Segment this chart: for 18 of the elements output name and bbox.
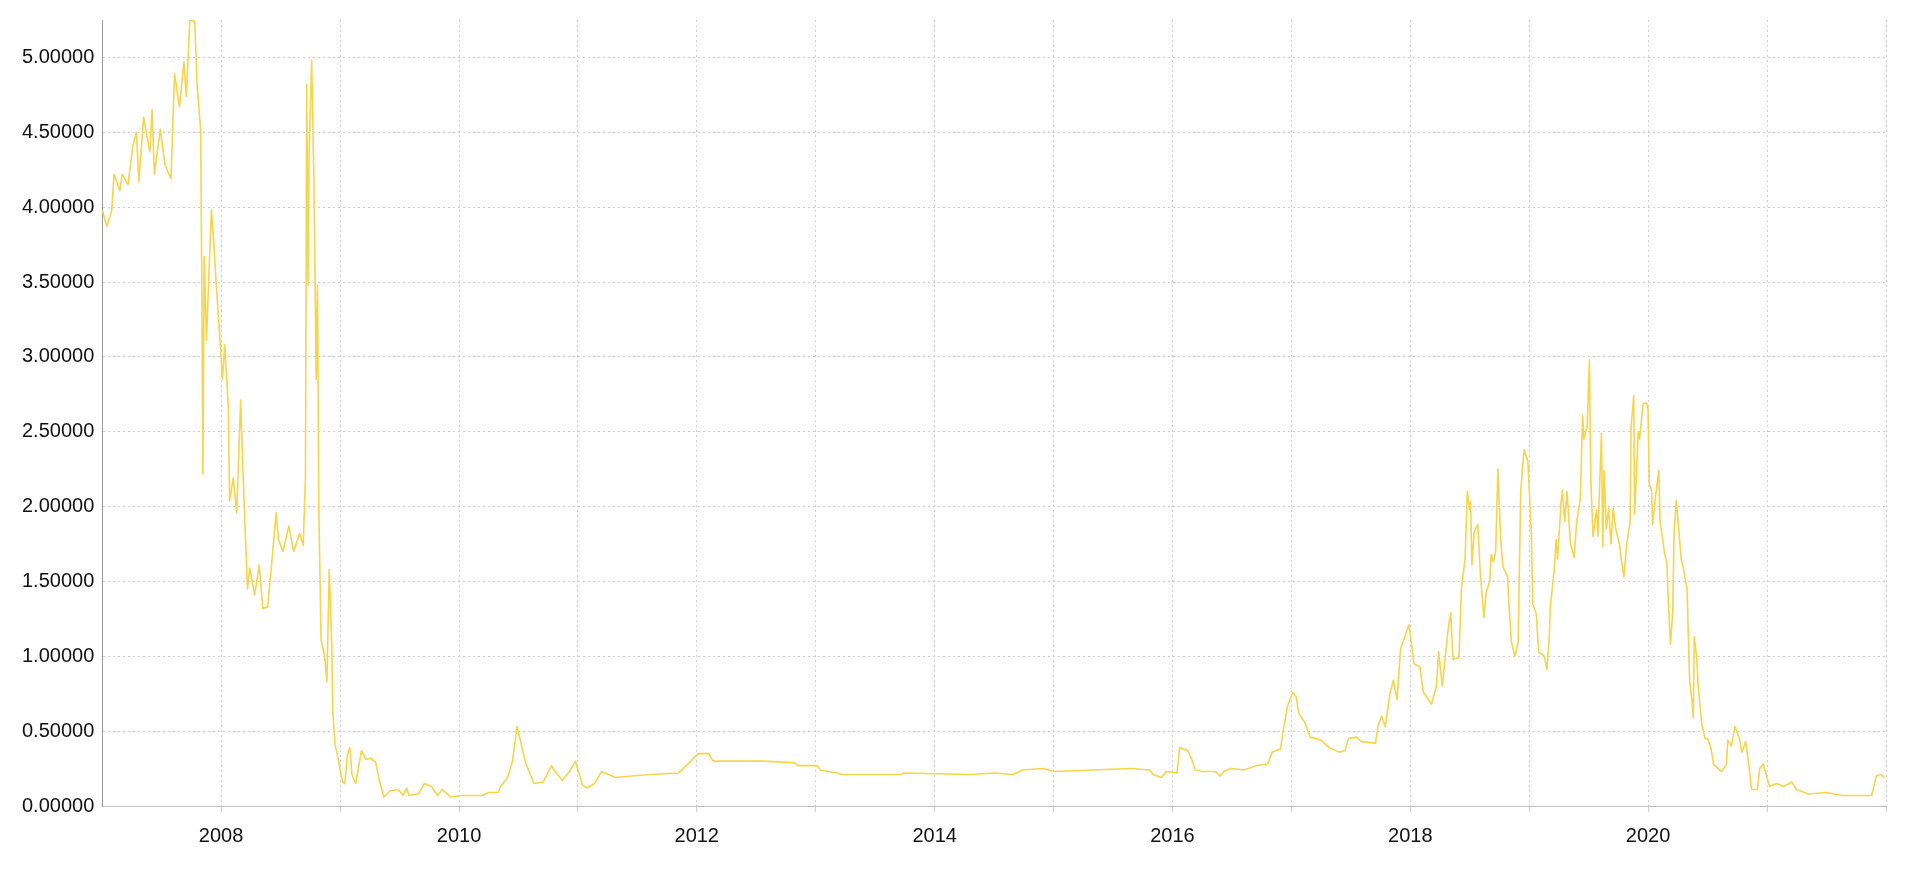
y-tick-label: 3.00000	[22, 344, 95, 367]
y-tick-label: 4.50000	[22, 119, 95, 142]
y-tick-label: 0.50000	[22, 718, 95, 741]
x-tick-label: 2020	[1625, 823, 1671, 846]
x-tick-label: 2010	[436, 823, 482, 846]
x-tick-label: 2018	[1388, 823, 1433, 846]
x-tick-label: 2014	[912, 823, 957, 846]
y-tick-label: 4.00000	[22, 194, 95, 217]
y-tick-label: 2.00000	[22, 494, 95, 517]
x-tick-label: 2008	[198, 823, 244, 846]
y-tick-label: 2.50000	[22, 419, 95, 442]
x-tick-label: 2012	[674, 823, 719, 846]
y-tick-label: 5.00000	[22, 44, 95, 67]
x-tick-label: 2016	[1150, 823, 1195, 846]
y-tick-label: 3.50000	[22, 269, 95, 292]
y-tick-label: 1.50000	[22, 568, 95, 591]
y-tick-label: 0.00000	[22, 793, 95, 816]
y-tick-label: 1.00000	[22, 643, 95, 666]
